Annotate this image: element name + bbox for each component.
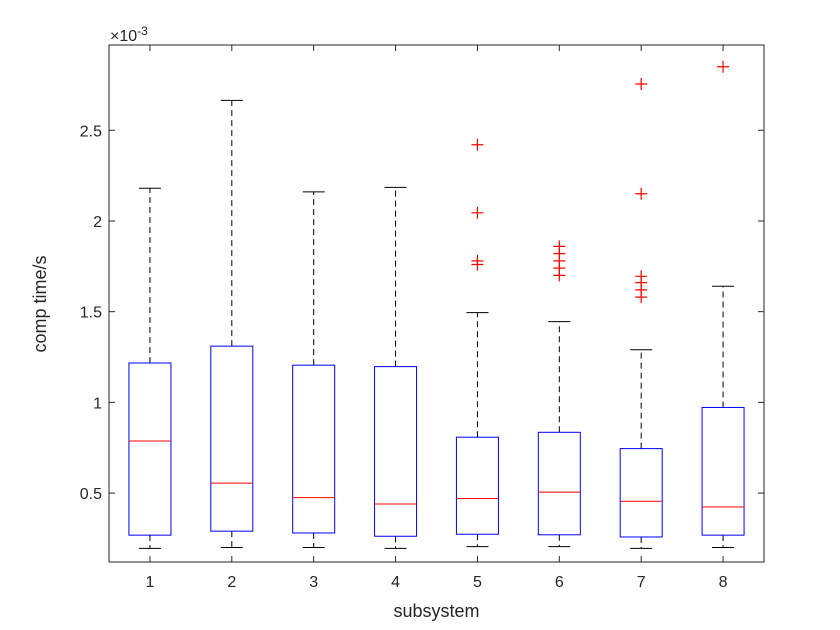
y-tick-label: 1.5: [80, 305, 102, 322]
box-iqr: [210, 345, 254, 532]
y-exponent-power: -3: [137, 24, 148, 38]
x-tick-label: 6: [555, 574, 564, 591]
y-tick-label: 2.5: [80, 123, 102, 140]
outlier-marker: [635, 78, 648, 91]
outlier-marker: [471, 138, 484, 151]
x-tick-label: 7: [637, 574, 646, 591]
box-iqr: [374, 366, 418, 537]
x-tick-label: 4: [391, 574, 400, 591]
box-iqr: [537, 431, 581, 536]
y-tick-label: 1: [93, 395, 102, 412]
box-iqr: [292, 364, 336, 534]
y-axis-label: comp time/s: [30, 255, 50, 352]
y-tick-label: 0.5: [80, 486, 102, 503]
plot-area: 0.5 1 1.5 2 2.5 1 2 3 4 5 6 7 8: [80, 44, 765, 591]
outlier-marker: [635, 291, 648, 304]
box-iqr: [701, 406, 745, 536]
y-tick-label: 2: [93, 214, 102, 231]
box-iqr: [128, 362, 172, 536]
box-iqr: [455, 436, 499, 535]
box-iqr: [619, 448, 663, 538]
x-tick-label: 2: [227, 574, 236, 591]
y-exponent-base: ×10: [110, 28, 137, 45]
outlier-marker: [471, 206, 484, 219]
outlier-marker: [553, 269, 566, 282]
outlier-marker: [635, 187, 648, 200]
outlier-marker: [717, 60, 730, 73]
outlier-marker: [471, 258, 484, 271]
x-tick-label: 1: [145, 574, 154, 591]
x-axis-label: subsystem: [393, 601, 479, 621]
x-tick-label: 8: [719, 574, 728, 591]
x-tick-label: 5: [473, 574, 482, 591]
x-tick-label: 3: [309, 574, 318, 591]
y-axis-exponent-label: ×10-3: [110, 24, 148, 45]
axes-frame: [108, 44, 765, 563]
